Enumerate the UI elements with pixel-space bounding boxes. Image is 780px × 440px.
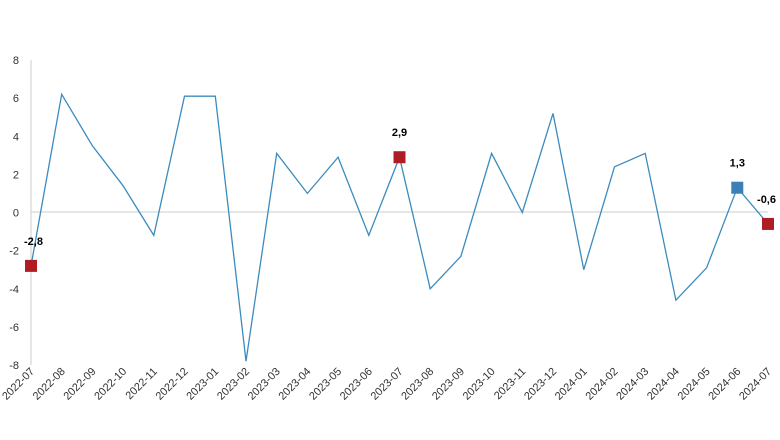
x-tick-label: 2024-06 (706, 366, 743, 403)
x-tick-label: 2022-10 (92, 366, 129, 403)
y-tick-label: -6 (9, 322, 19, 334)
x-tick-label: 2024-05 (676, 366, 713, 403)
highlight-marker (393, 151, 406, 164)
highlight-marker (25, 259, 37, 272)
x-tick-label: 2024-04 (645, 366, 682, 403)
x-tick-labels: 2022-072022-082022-092022-102022-112022-… (0, 366, 774, 403)
y-tick-label: 8 (13, 55, 19, 67)
x-tick-label: 2023-12 (522, 366, 559, 403)
x-tick-label: 2023-01 (184, 366, 221, 403)
data-label: 2,9 (392, 127, 407, 139)
y-tick-label: 6 (13, 93, 19, 105)
x-tick-label: 2023-04 (276, 366, 313, 403)
x-tick-label: 2024-02 (584, 366, 621, 403)
data-labels: -2,8 2,9 1,3 -0,6 (24, 127, 776, 248)
data-label: 1,3 (730, 158, 745, 170)
highlight-marker (731, 181, 744, 194)
x-tick-label: 2022-12 (154, 366, 191, 403)
data-label: -2,8 (24, 236, 43, 248)
x-tick-label: 2023-02 (215, 366, 252, 403)
highlight-marker (762, 217, 774, 230)
x-tick-label: 2023-11 (492, 366, 528, 402)
x-tick-label: 2022-08 (31, 366, 68, 403)
y-tick-label: 0 (13, 208, 19, 220)
x-tick-label: 2023-05 (307, 366, 344, 403)
y-tick-label: -8 (9, 360, 19, 372)
highlight-markers (25, 151, 774, 272)
x-tick-label: 2023-09 (430, 366, 467, 403)
y-tick-label: -4 (9, 284, 19, 296)
x-tick-label: 2023-10 (461, 366, 498, 403)
data-label: -0,6 (757, 194, 776, 206)
x-tick-label: 2024-07 (737, 366, 774, 403)
x-tick-label: 2023-08 (399, 366, 436, 403)
y-tick-label: -2 (9, 246, 19, 258)
x-tick-label: 2024-01 (553, 366, 590, 403)
x-tick-label: 2024-03 (614, 366, 651, 403)
x-tick-label: 2023-06 (338, 366, 375, 403)
x-tick-label: 2022-11 (123, 366, 159, 402)
y-tick-label: 2 (13, 169, 19, 181)
y-tick-label: 4 (13, 131, 19, 143)
x-tick-label: 2023-07 (369, 366, 406, 403)
x-tick-label: 2023-03 (246, 366, 283, 403)
y-tick-labels: -8 -6 -4 -2 0 2 4 6 8 (9, 55, 19, 372)
x-tick-label: 2022-09 (62, 366, 99, 403)
